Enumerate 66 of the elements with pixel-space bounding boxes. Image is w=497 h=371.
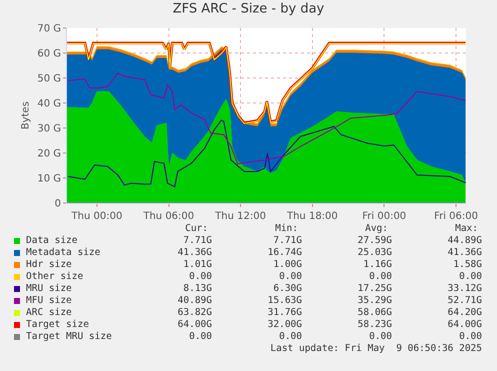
text: 1.01G — [183, 259, 212, 271]
chart-title: ZFS ARC - Size - by day — [172, 1, 325, 16]
y-tick-label: 50 G — [37, 74, 61, 84]
text: 31.76G — [268, 307, 302, 319]
y-tick-label: 20 G — [37, 148, 61, 160]
text: 16.74G — [268, 247, 302, 259]
x-tick-label: Thu 18:00 — [286, 211, 338, 222]
text: 63.82G — [178, 307, 212, 319]
text: 17.25G — [358, 283, 392, 295]
text: 1.00G — [273, 259, 302, 271]
text: 0.00 — [279, 271, 302, 283]
text: Avg: — [365, 223, 388, 235]
text: Cur: — [185, 223, 208, 235]
legend-label: ARC size — [26, 307, 72, 319]
x-tick-label: Thu 06:00 — [142, 211, 194, 222]
legend-label: MRU size — [26, 283, 72, 295]
text: 41.36G — [448, 247, 482, 259]
text: 58.23G — [358, 319, 392, 331]
text: 58.06G — [358, 307, 392, 319]
x-tick-label: Fri 06:00 — [434, 211, 478, 222]
legend-label: Target MRU size — [26, 331, 112, 343]
text: Max: — [455, 223, 478, 235]
text: 40.89G — [178, 295, 212, 307]
text: 25.03G — [358, 247, 392, 259]
text: 0.00 — [369, 271, 392, 283]
x-tick-label: Thu 12:00 — [214, 211, 266, 222]
text: 0.00 — [369, 331, 392, 343]
text: 41.36G — [178, 247, 212, 259]
text: Min: — [275, 223, 298, 235]
legend-label: Hdr size — [26, 259, 72, 271]
text: 64.00G — [178, 319, 212, 331]
text: 7.71G — [273, 235, 302, 247]
y-tick-label: 70 G — [37, 24, 61, 34]
text: 0.00 — [189, 271, 212, 283]
y-tick-label: 0 — [54, 198, 61, 210]
legend-label: Data size — [26, 235, 78, 247]
text: 6.30G — [273, 283, 302, 295]
text: 64.20G — [448, 307, 482, 319]
text: 8.13G — [183, 283, 212, 295]
text: 44.89G — [448, 235, 482, 247]
x-tick-label: Thu 00:00 — [70, 211, 122, 222]
text: 27.59G — [358, 235, 392, 247]
y-tick-label: 60 G — [37, 48, 61, 60]
text: 7.71G — [183, 235, 212, 247]
text: 0.00 — [189, 331, 212, 343]
y-axis-title: Bytes — [20, 101, 32, 130]
text: 35.29G — [358, 295, 392, 307]
text: 0.00 — [459, 271, 482, 283]
text: 0.00 — [459, 331, 482, 343]
text: 64.00G — [448, 319, 482, 331]
text: 1.58G — [453, 259, 482, 271]
y-tick-label: 10 G — [37, 174, 61, 184]
legend-label: Other size — [26, 271, 84, 283]
text: 52.71G — [448, 295, 482, 307]
text: Last update: Fri May 9 06:50:36 2025 — [270, 343, 482, 355]
y-tick-label: 40 G — [37, 98, 61, 110]
text: 15.63G — [268, 295, 302, 307]
legend-label: Metadata size — [26, 247, 100, 259]
legend-label: Target size — [26, 319, 89, 331]
text: 1.16G — [363, 259, 392, 271]
y-tick-label: 30 G — [37, 124, 61, 134]
x-tick-label: Fri 00:00 — [362, 211, 406, 222]
legend-label: MFU size — [26, 295, 72, 307]
text: 0.00 — [279, 331, 302, 343]
text: 33.12G — [448, 283, 482, 295]
text: 32.00G — [268, 319, 302, 331]
